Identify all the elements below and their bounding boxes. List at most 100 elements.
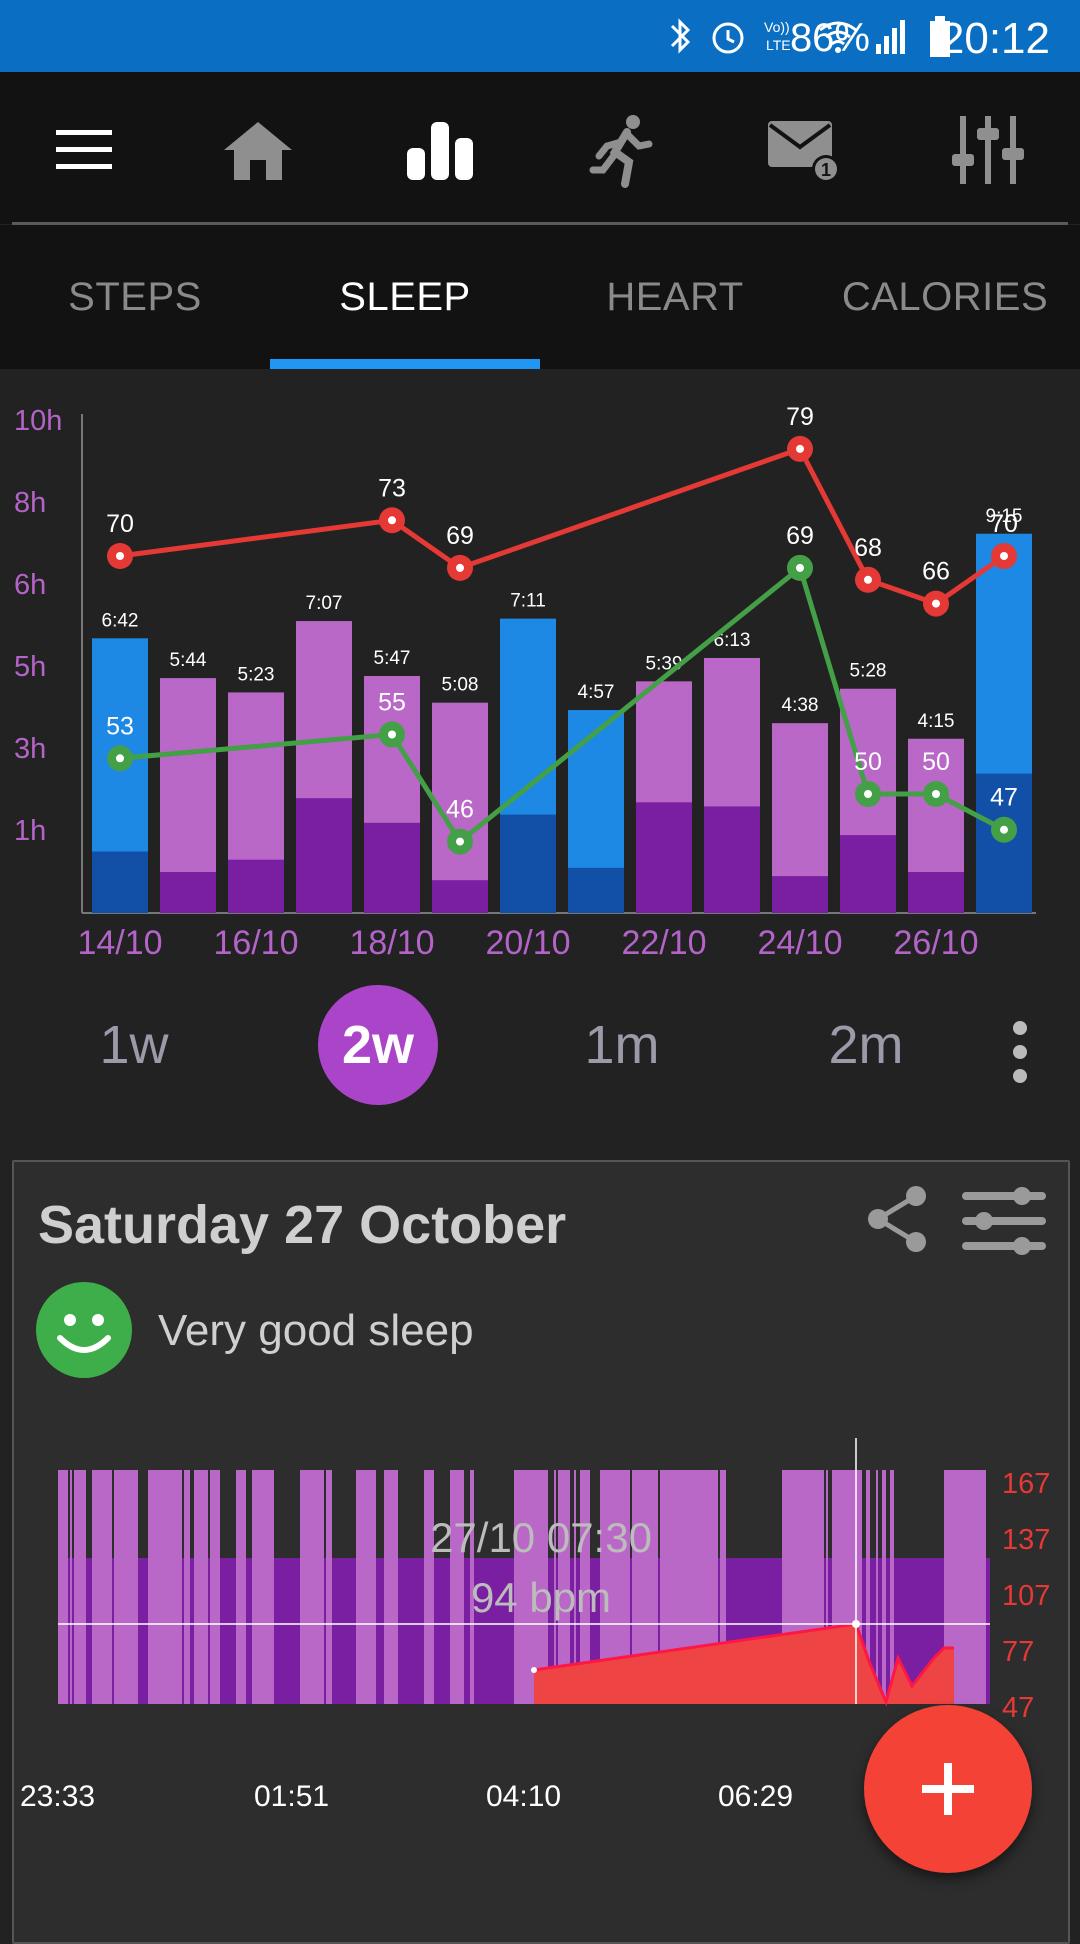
range-2m-button[interactable]: 2m	[828, 1015, 904, 1075]
range-selector: 1w 2w 1m 2m	[0, 975, 1080, 1115]
light-sleep-segment	[890, 1470, 894, 1704]
range-1m-button[interactable]: 1m	[584, 1015, 660, 1075]
time-tick: 01:51	[254, 1780, 330, 1813]
deep-sleep-bar	[296, 798, 352, 913]
status-bar: Vo)) LTE 86% 20:12	[0, 0, 1080, 72]
share-icon[interactable]	[866, 1184, 930, 1254]
green-series-point-center	[932, 790, 940, 798]
deep-sleep-bar	[772, 876, 828, 913]
bar-duration-label: 6:42	[102, 610, 139, 631]
hr-tick: 137	[1002, 1524, 1051, 1556]
svg-text:Vo)): Vo))	[764, 19, 790, 35]
x-tick: 20/10	[485, 924, 571, 962]
battery-percent: 86%	[789, 16, 870, 60]
light-sleep-segment	[326, 1470, 332, 1704]
bar-duration-label: 7:07	[306, 593, 343, 614]
selected-bpm: 94 bpm	[470, 1574, 612, 1621]
bar-duration-label: 9:15	[986, 506, 1023, 527]
hr-tick: 167	[1002, 1468, 1051, 1500]
light-sleep-segment	[184, 1470, 190, 1704]
light-sleep-segment	[356, 1470, 376, 1704]
filter-settings-icon[interactable]	[960, 1186, 1050, 1256]
light-sleep-segment	[58, 1470, 68, 1704]
bar-duration-label: 6:13	[714, 630, 751, 651]
green-series-value-label: 55	[378, 689, 406, 717]
bar-duration-label: 5:23	[238, 664, 275, 685]
heart-rate-point	[531, 1667, 537, 1673]
range-1w-button[interactable]: 1w	[99, 1015, 169, 1075]
green-series-point-center	[1000, 825, 1008, 834]
clock: 20:12	[939, 14, 1050, 63]
sliders-icon[interactable]	[948, 110, 1028, 190]
runner-icon[interactable]	[582, 110, 662, 190]
deep-sleep-bar	[568, 867, 624, 913]
y-tick: 1h	[14, 815, 47, 847]
red-series-point-center	[388, 516, 396, 525]
light-sleep-segment	[194, 1470, 208, 1704]
heart-rate-area	[534, 1624, 954, 1704]
hr-tick: 47	[1002, 1692, 1035, 1724]
card-date: Saturday 27 October	[38, 1195, 567, 1255]
light-sleep-segment	[826, 1470, 828, 1704]
toolbar-divider	[12, 222, 1068, 225]
x-tick: 24/10	[757, 924, 843, 962]
range-2w-button[interactable]: 2w	[318, 985, 438, 1105]
light-sleep-segment	[110, 1470, 112, 1704]
bar-duration-label: 5:47	[374, 648, 411, 669]
heart-rate-line	[533, 1622, 954, 1707]
nightly-hypnogram[interactable]	[14, 1162, 1068, 1722]
light-sleep-segment	[74, 1470, 86, 1704]
deep-sleep-bar	[92, 851, 148, 913]
tab-heart[interactable]: HEART	[606, 274, 744, 319]
red-series-value-label: 69	[446, 522, 474, 550]
green-series-value-label: 47	[990, 784, 1018, 812]
add-button[interactable]	[864, 1705, 1032, 1873]
mail-icon[interactable]: 1	[764, 110, 844, 190]
smiley-icon	[36, 1282, 132, 1378]
red-series-value-label: 66	[922, 558, 950, 586]
battery-icon	[930, 16, 950, 57]
x-tick: 14/10	[77, 924, 163, 962]
red-series-point-center	[1000, 552, 1008, 560]
status-icons: Vo)) LTE	[668, 14, 910, 58]
light-sleep-segment	[236, 1470, 246, 1704]
tab-sleep[interactable]: SLEEP	[339, 274, 471, 319]
light-sleep-segment	[866, 1470, 870, 1704]
red-series-value-label: 68	[854, 534, 882, 562]
deep-sleep-bar	[228, 859, 284, 913]
bar-duration-label: 4:57	[578, 682, 615, 703]
home-icon[interactable]	[218, 110, 298, 190]
green-series-point-center	[388, 730, 396, 739]
time-tick: 04:10	[486, 1780, 562, 1813]
crosshair-point	[852, 1620, 860, 1628]
menu-icon[interactable]	[44, 110, 124, 190]
x-tick: 22/10	[621, 924, 707, 962]
bar-duration-label: 4:38	[782, 695, 819, 716]
light-sleep-segment	[114, 1470, 138, 1704]
deep-sleep-bar	[364, 822, 420, 913]
green-series-point-center	[796, 563, 804, 572]
x-tick: 18/10	[349, 924, 435, 962]
x-tick: 16/10	[213, 924, 299, 962]
tab-calories[interactable]: CALORIES	[841, 274, 1049, 319]
bar-plot: 6:425:445:237:075:475:087:114:575:396:13…	[81, 403, 1036, 914]
volte-icon: Vo)) LTE	[764, 19, 791, 53]
more-options-icon[interactable]	[1000, 1015, 1040, 1085]
red-series-point-center	[864, 575, 872, 584]
deep-sleep-bar	[160, 872, 216, 913]
red-series-point-center	[932, 599, 940, 608]
y-tick: 10h	[14, 405, 63, 437]
light-sleep-segment	[882, 1470, 886, 1704]
red-series-point-center	[456, 563, 464, 572]
sleep-chart[interactable]: 10h 8h 6h 5h 3h 1h 6:42 5:44 5:23 7:07 5:47 5…	[0, 369, 1080, 969]
green-series-point-center	[864, 790, 872, 798]
green-series-point-center	[116, 754, 124, 763]
time-tick: 23:33	[20, 1780, 96, 1813]
bar-chart-icon[interactable]	[400, 110, 480, 190]
deep-sleep-bar	[636, 802, 692, 913]
bar-duration-label: 7:11	[510, 591, 546, 612]
light-sleep-segment	[450, 1470, 464, 1704]
light-sleep-segment	[384, 1470, 398, 1704]
tab-steps[interactable]: STEPS	[68, 274, 202, 319]
time-tick: 06:29	[718, 1780, 794, 1813]
